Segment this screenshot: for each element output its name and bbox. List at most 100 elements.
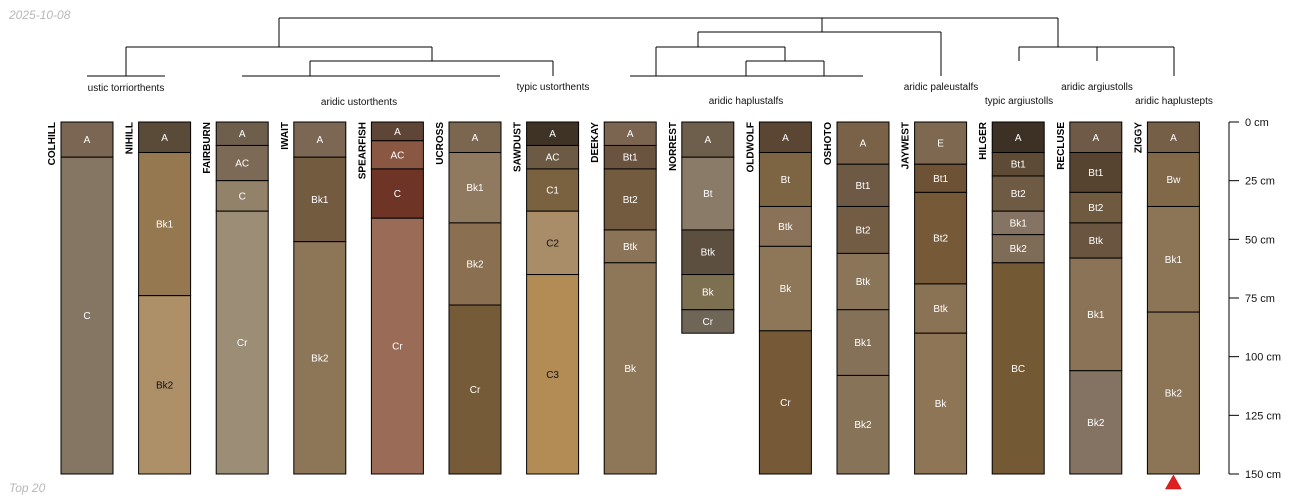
horizon-c3 — [526, 274, 580, 475]
horizon-label: A — [161, 133, 168, 144]
profile-recluse: RECLUSE A Bt1 Bt2 Btk Bk1 Bk2 — [1056, 121, 1123, 475]
horizon-bk2 — [991, 234, 1045, 264]
horizon-bk2 — [1069, 370, 1123, 475]
date-label: 2025-10-08 — [9, 8, 71, 22]
horizon-bk — [914, 332, 968, 475]
horizon-label: Bt2 — [1088, 203, 1103, 214]
profile-ucross: UCROSS A Bk1 Bk2 Cr — [435, 121, 502, 475]
horizon-label: Bk2 — [1165, 389, 1183, 400]
taxonomy-label: aridic argiustolls — [1061, 82, 1133, 93]
profile-name: OSHOTO — [823, 122, 834, 165]
horizon-bt2 — [991, 175, 1045, 212]
horizon-bk2 — [1146, 311, 1200, 475]
horizon-bt1 — [1069, 152, 1123, 193]
horizon-bk2 — [293, 241, 347, 475]
horizon-label: A — [704, 135, 711, 146]
profile-fairburn: FAIRBURN A AC C Cr — [202, 121, 269, 475]
horizon-label: AC — [235, 159, 249, 170]
horizon-label: Bk1 — [466, 183, 484, 194]
horizon-bk2 — [836, 374, 890, 475]
horizon-bt — [681, 156, 735, 231]
profile-name: UCROSS — [435, 122, 446, 165]
horizon-ac — [370, 140, 424, 170]
depth-tick-label: 75 cm — [1245, 293, 1275, 305]
profile-iwait: IWAIT A Bk1 Bk2 — [280, 121, 347, 475]
horizon-cr — [448, 304, 502, 475]
horizon-bk — [603, 262, 657, 475]
horizon-label: Bt2 — [855, 225, 870, 236]
profile-oldwolf: OLDWOLF A Bt Btk Bk Cr — [745, 121, 812, 475]
horizon-bt2 — [836, 205, 890, 254]
horizon-label: Bk — [624, 364, 637, 375]
taxonomy-label: typic ustorthents — [517, 82, 590, 93]
horizon-label: Bk2 — [1010, 244, 1028, 255]
horizon-bk1 — [1146, 205, 1200, 313]
horizon-label: Cr — [237, 338, 248, 349]
horizon-a — [836, 121, 890, 165]
horizon-label: Bt — [703, 189, 713, 200]
horizon-label: A — [239, 129, 246, 140]
horizon-c — [60, 156, 114, 475]
profile-name: HILGER — [978, 121, 989, 160]
horizon-cr — [215, 210, 269, 475]
depth-tick-label: 150 cm — [1245, 469, 1281, 481]
horizon-label: Bk2 — [466, 259, 484, 270]
profile-name: COLHILL — [47, 122, 58, 165]
profile-spearfish: SPEARFISH A AC C Cr — [357, 121, 424, 475]
horizon-c — [370, 168, 424, 219]
horizon-label: Bt2 — [933, 234, 948, 245]
horizon-label: Bt1 — [1088, 168, 1103, 179]
horizon-label: C — [239, 191, 246, 202]
horizon-label: Bk1 — [1165, 255, 1183, 266]
horizon-label: Btk — [778, 222, 793, 233]
profile-name: NIHILL — [125, 122, 136, 154]
horizon-label: AC — [390, 150, 404, 161]
profile-name: DEEKAY — [590, 122, 601, 163]
horizon-bk1 — [293, 156, 347, 243]
horizon-label: A — [549, 129, 556, 140]
horizon-label: Btk — [623, 242, 638, 253]
horizon-bt2 — [1069, 191, 1123, 224]
horizon-a — [991, 121, 1045, 154]
horizon-label: A — [860, 139, 867, 150]
horizon-label: C3 — [546, 370, 559, 381]
horizon-label: AC — [546, 153, 560, 164]
horizon-label: Bk2 — [156, 380, 174, 391]
depth-tick-label: 100 cm — [1245, 352, 1281, 364]
horizon-label: Bt2 — [623, 195, 638, 206]
profile-norrest: NORREST A Bt Btk Bk Cr — [668, 121, 735, 334]
horizon-label: Cr — [780, 398, 791, 409]
horizon-label: Bk — [780, 284, 793, 295]
horizon-bk2 — [138, 295, 192, 475]
horizon-label: Bk2 — [1087, 418, 1105, 429]
horizon-btk — [836, 252, 890, 311]
depth-tick-label: 125 cm — [1245, 410, 1281, 422]
taxonomy-label: typic argiustolls — [985, 96, 1053, 107]
horizon-btk — [914, 283, 968, 334]
profile-name: OLDWOLF — [745, 122, 756, 173]
horizon-a — [681, 121, 735, 158]
horizon-cr — [758, 330, 812, 475]
depth-axis: 0 cm 25 cm 50 cm 75 cm 100 cm 125 cm 150 cm — [1228, 117, 1281, 481]
horizon-btk — [1069, 222, 1123, 259]
profile-name: SAWDUST — [513, 122, 524, 172]
horizon-label: Bk1 — [311, 195, 329, 206]
horizon-label: Cr — [470, 385, 481, 396]
horizon-label: A — [1092, 133, 1099, 144]
profile-name: IWAIT — [280, 122, 291, 150]
horizon-label: A — [472, 133, 479, 144]
footer-label: Top 20 — [9, 481, 46, 495]
profile-name: FAIRBURN — [202, 122, 213, 174]
profile-oshoto: OSHOTO A Bt1 Bt2 Btk Bk1 Bk2 — [823, 121, 890, 475]
horizon-label: Cr — [392, 342, 403, 353]
horizon-label: BC — [1011, 364, 1025, 375]
profile-colhill: COLHILL A C — [47, 121, 114, 475]
taxonomy-label: aridic haplustalfs — [709, 96, 783, 107]
profile-name: JAYWEST — [901, 122, 912, 169]
horizon-bc — [991, 262, 1045, 475]
horizon-label: A — [1170, 133, 1177, 144]
horizon-label: Bt1 — [855, 181, 870, 192]
profile-hilger: HILGER A Bt1 Bt2 Bk1 Bk2 BC — [978, 121, 1045, 475]
horizon-e — [914, 121, 968, 165]
